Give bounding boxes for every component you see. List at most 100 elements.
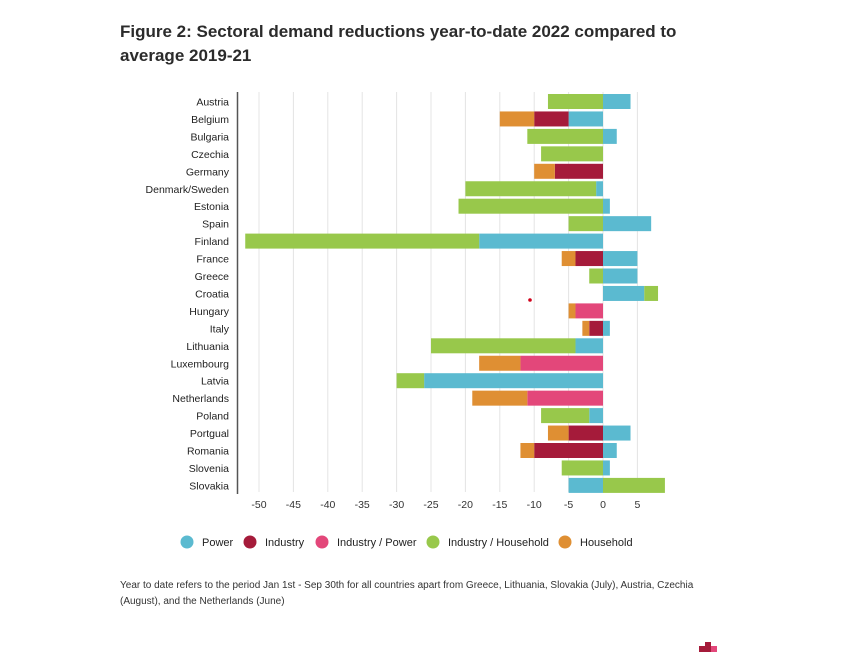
x-tick-label: 0: [600, 499, 606, 511]
bar-segment: [499, 111, 535, 127]
bar-segment: [568, 216, 603, 232]
bar-segment: [603, 268, 638, 284]
y-tick-label: France: [196, 254, 229, 266]
bar-segment: [575, 303, 603, 319]
y-tick-label: Croatia: [195, 288, 229, 300]
y-tick-label: Austria: [196, 97, 229, 109]
y-tick-label: Netherlands: [172, 393, 229, 405]
bar-segment: [396, 373, 425, 389]
bar-segment: [458, 198, 603, 214]
x-tick-label: -45: [286, 499, 301, 511]
x-tick-label: -30: [389, 499, 404, 511]
x-tick-label: -5: [564, 499, 573, 511]
bar-segment: [603, 320, 610, 336]
legend-label: Power: [202, 537, 234, 549]
y-tick-label: Bulgaria: [190, 131, 229, 143]
bar-segment: [479, 355, 521, 371]
bar-segment: [568, 303, 576, 319]
legend-swatch: [558, 535, 572, 549]
bar-segment: [541, 146, 603, 162]
y-tick-label: Italy: [210, 323, 230, 335]
legend-swatch: [315, 535, 329, 549]
bar-segment: [541, 408, 590, 424]
y-tick-label: Finland: [195, 236, 230, 248]
bar-segment: [582, 320, 590, 336]
red-dot-marker: [528, 298, 532, 302]
bar-segment: [527, 128, 603, 144]
bar-segment: [603, 285, 645, 301]
bar-segment: [534, 111, 569, 127]
bar-segment: [603, 128, 617, 144]
bar-segment: [554, 163, 603, 179]
y-tick-label: Slovakia: [189, 480, 229, 492]
bar-segment: [603, 460, 610, 476]
y-tick-label: Belgium: [191, 114, 229, 126]
y-tick-label: Hungary: [189, 306, 229, 318]
x-tick-label: -20: [458, 499, 473, 511]
x-tick-label: -40: [320, 499, 335, 511]
x-tick-label: 5: [634, 499, 640, 511]
bar-segment: [603, 443, 617, 458]
bar-segment: [431, 338, 576, 354]
y-tick-label: Slovenia: [189, 463, 229, 475]
bar-segment: [568, 477, 603, 493]
bar-segment: [596, 181, 603, 197]
axis-layer: -50 -45 -40 -35 -30 -25 -20 -15 -10 -5 0 5AustriaBe…: [146, 92, 640, 511]
bar-segment: [424, 373, 603, 389]
y-tick-label: Germany: [186, 166, 230, 178]
bar-segment: [520, 443, 535, 458]
bar-segment: [472, 390, 528, 406]
y-tick-label: Portgual: [190, 428, 229, 440]
bar-segment: [575, 251, 603, 267]
chart-title: Figure 2: Sectoral demand reductions yea…: [120, 22, 677, 65]
legend-swatch: [180, 535, 194, 549]
bar-segment: [465, 181, 597, 197]
x-tick-label: -35: [355, 499, 370, 511]
bar-segment: [527, 390, 603, 406]
y-tick-label: Romania: [187, 446, 229, 458]
bar-segment: [547, 94, 603, 109]
legend-swatch: [243, 535, 257, 549]
y-tick-label: Estonia: [194, 201, 229, 213]
y-tick-label: Poland: [196, 411, 229, 423]
x-tick-label: -25: [423, 499, 438, 511]
bar-segment: [245, 233, 480, 249]
y-tick-label: Czechia: [191, 149, 229, 161]
bar-segment: [568, 425, 603, 441]
bar-segment: [589, 408, 603, 424]
y-tick-label: Lithuania: [186, 341, 229, 353]
bar-segment: [603, 198, 610, 214]
y-tick-label: Greece: [195, 271, 230, 283]
bar-segment: [547, 425, 569, 441]
bar-segment: [520, 355, 603, 371]
legend-label: Industry / Household: [448, 537, 549, 549]
legend-swatch: [426, 535, 440, 549]
footnote: Year to date refers to the period Jan 1s…: [120, 580, 694, 607]
y-tick-label: Denmark/Sweden: [146, 184, 230, 196]
bar-segment: [534, 443, 603, 458]
bar-segment: [561, 460, 603, 476]
bar-segment: [568, 111, 603, 127]
bar-segment: [479, 233, 603, 249]
bar-segment: [561, 251, 576, 267]
bar-segment: [589, 320, 603, 336]
bar-segment: [644, 285, 659, 301]
legend-label: Industry / Power: [337, 537, 417, 549]
bar-segment: [603, 425, 631, 441]
x-tick-label: -10: [527, 499, 542, 511]
x-tick-label: -15: [492, 499, 507, 511]
legend-label: Household: [580, 537, 633, 549]
legend: Power Industry Industry / Power Industry / …: [180, 535, 633, 549]
y-tick-label: Luxembourg: [171, 358, 230, 370]
logo-mark: [699, 642, 719, 652]
bar-segment: [603, 251, 638, 267]
y-tick-label: Latvia: [201, 376, 229, 388]
bar-segment: [603, 216, 652, 232]
bar-segment: [575, 338, 603, 354]
x-tick-label: -50: [251, 499, 266, 511]
bar-segment: [603, 477, 665, 493]
bar-segment: [534, 163, 555, 179]
bar-layer: [245, 94, 665, 493]
y-tick-label: Spain: [202, 219, 229, 231]
